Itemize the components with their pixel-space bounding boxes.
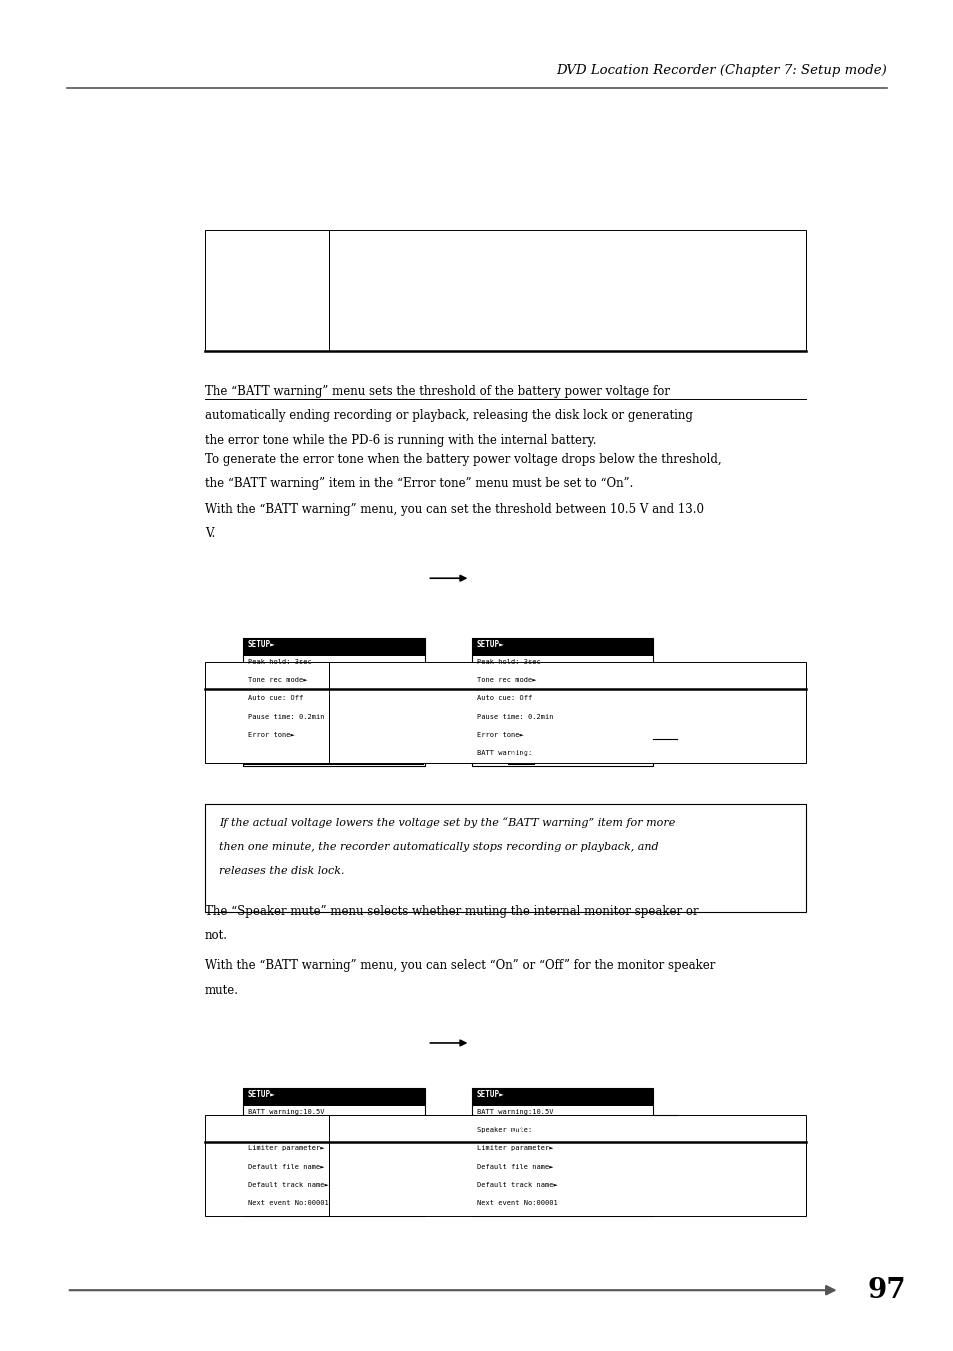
Bar bbox=[244, 747, 423, 765]
Text: Default track name►: Default track name► bbox=[248, 1182, 329, 1188]
Text: then one minute, the recorder automatically stops recording or playback, and: then one minute, the recorder automatica… bbox=[219, 842, 659, 851]
Bar bbox=[205, 230, 805, 351]
Text: Auto cue: Off: Auto cue: Off bbox=[476, 696, 532, 701]
Text: BATT warning:10.5V: BATT warning:10.5V bbox=[248, 1109, 324, 1115]
Bar bbox=[472, 1088, 653, 1216]
Text: Default track name►: Default track name► bbox=[476, 1182, 558, 1188]
Text: not.: not. bbox=[205, 929, 228, 943]
Text: With the “BATT warning” menu, you can set the threshold between 10.5 V and 13.0: With the “BATT warning” menu, you can se… bbox=[205, 503, 703, 516]
Text: releases the disk lock.: releases the disk lock. bbox=[219, 866, 345, 875]
Text: With the “BATT warning” menu, you can select “On” or “Off” for the monitor speak: With the “BATT warning” menu, you can se… bbox=[205, 959, 715, 973]
Text: Speaker mute:: Speaker mute: bbox=[476, 1127, 536, 1133]
Bar bbox=[243, 1088, 424, 1216]
Text: 97: 97 bbox=[867, 1277, 905, 1304]
Text: Limiter parameter►: Limiter parameter► bbox=[476, 1146, 553, 1151]
Text: mute.: mute. bbox=[205, 984, 239, 997]
Text: SETUP►: SETUP► bbox=[476, 1090, 504, 1100]
Text: Tone rec mode►: Tone rec mode► bbox=[476, 677, 536, 684]
Bar bbox=[243, 1088, 424, 1106]
Bar bbox=[205, 662, 805, 763]
Text: 10.5V: 10.5V bbox=[509, 750, 530, 757]
Bar bbox=[205, 1115, 805, 1216]
Text: Default file name►: Default file name► bbox=[476, 1163, 553, 1170]
Text: To generate the error tone when the battery power voltage drops below the thresh: To generate the error tone when the batt… bbox=[205, 453, 721, 466]
Bar bbox=[243, 638, 424, 766]
Text: The “Speaker mute” menu selects whether muting the internal monitor speaker or: The “Speaker mute” menu selects whether … bbox=[205, 905, 698, 919]
Text: Next event No:00001: Next event No:00001 bbox=[476, 1200, 558, 1206]
Bar bbox=[508, 747, 535, 765]
Text: Auto cue: Off: Auto cue: Off bbox=[248, 696, 303, 701]
Text: ◄BATT warning:10.5V: ◄BATT warning:10.5V bbox=[248, 750, 329, 757]
Text: SETUP►: SETUP► bbox=[248, 1090, 275, 1100]
Text: the “BATT warning” item in the “Error tone” menu must be set to “On”.: the “BATT warning” item in the “Error to… bbox=[205, 477, 633, 490]
Bar bbox=[244, 1124, 423, 1142]
Text: SETUP►: SETUP► bbox=[476, 640, 504, 650]
Bar bbox=[472, 638, 653, 766]
Text: BATT warning:: BATT warning: bbox=[476, 750, 532, 757]
Text: The “BATT warning” menu sets the threshold of the battery power voltage for: The “BATT warning” menu sets the thresho… bbox=[205, 385, 669, 399]
Text: automatically ending recording or playback, releasing the disk lock or generatin: automatically ending recording or playba… bbox=[205, 409, 692, 423]
Bar bbox=[472, 638, 653, 657]
Text: BATT warning:10.5V: BATT warning:10.5V bbox=[476, 1109, 553, 1115]
Text: Limiter parameter►: Limiter parameter► bbox=[248, 1146, 324, 1151]
Bar bbox=[205, 804, 805, 912]
Text: Error tone►: Error tone► bbox=[248, 732, 294, 738]
Text: Pause time: 0.2min: Pause time: 0.2min bbox=[248, 713, 324, 720]
Text: ◄Speaker mute: Off: ◄Speaker mute: Off bbox=[248, 1127, 324, 1133]
Text: Default file name►: Default file name► bbox=[248, 1163, 324, 1170]
Text: Off: Off bbox=[511, 1127, 524, 1133]
Text: Next event No:00001: Next event No:00001 bbox=[248, 1200, 329, 1206]
Text: Error tone►: Error tone► bbox=[476, 732, 523, 738]
Text: V.: V. bbox=[205, 527, 215, 540]
Bar bbox=[472, 1088, 653, 1106]
Bar bbox=[510, 1124, 527, 1142]
Text: Peak hold: 3sec: Peak hold: 3sec bbox=[476, 659, 540, 665]
Text: Peak hold: 3sec: Peak hold: 3sec bbox=[248, 659, 312, 665]
Text: If the actual voltage lowers the voltage set by the “BATT warning” item for more: If the actual voltage lowers the voltage… bbox=[219, 817, 675, 828]
Text: DVD Location Recorder (Chapter 7: Setup mode): DVD Location Recorder (Chapter 7: Setup … bbox=[556, 63, 886, 77]
Text: SETUP►: SETUP► bbox=[248, 640, 275, 650]
Text: Tone rec mode►: Tone rec mode► bbox=[248, 677, 307, 684]
Text: the error tone while the PD-6 is running with the internal battery.: the error tone while the PD-6 is running… bbox=[205, 434, 596, 447]
Bar bbox=[243, 638, 424, 657]
Text: Pause time: 0.2min: Pause time: 0.2min bbox=[476, 713, 553, 720]
